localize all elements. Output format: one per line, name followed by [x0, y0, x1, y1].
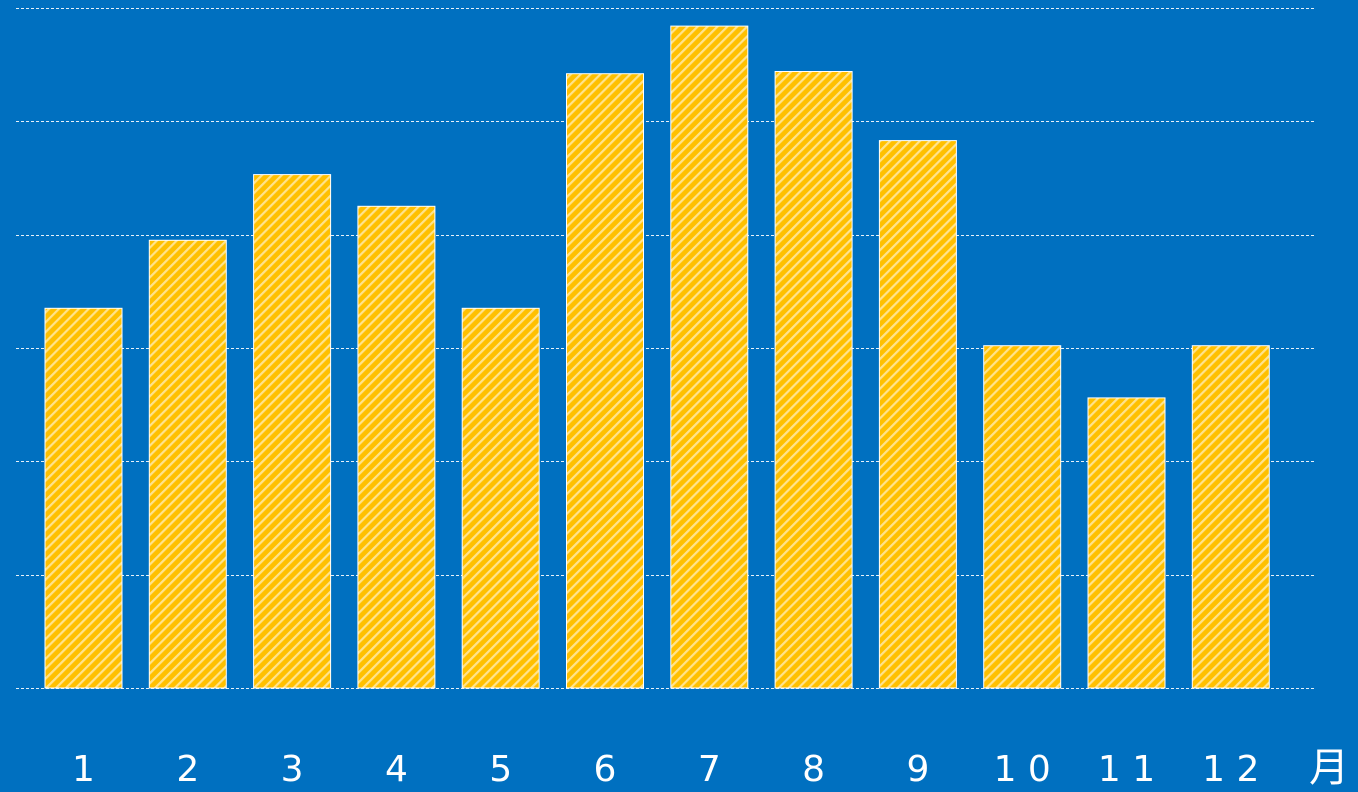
x-tick-label-1: 1	[72, 749, 95, 790]
bar-8	[774, 71, 853, 689]
bar-6	[566, 73, 644, 689]
bar-10	[983, 345, 1062, 689]
gridlines	[16, 8, 1316, 689]
bar-11	[1087, 397, 1166, 689]
x-tick-label-11: 1 1	[1098, 749, 1155, 790]
bar-1	[44, 307, 123, 689]
x-tick-label-7: 7	[698, 749, 721, 790]
x-axis-unit-label: 月	[1309, 745, 1349, 791]
x-axis-tick-labels: 1 2 3 4 5 6 7 8 9 1 0 1 1 1 2	[72, 749, 1259, 790]
x-tick-label-4: 4	[385, 749, 408, 790]
bar-9	[878, 140, 957, 689]
bar-5	[461, 307, 540, 689]
bar-12	[1191, 345, 1270, 689]
bar-3	[253, 174, 332, 689]
x-tick-label-5: 5	[489, 749, 512, 790]
x-tick-label-8: 8	[802, 749, 825, 790]
x-tick-label-9: 9	[906, 749, 929, 790]
x-tick-label-12: 1 2	[1202, 749, 1259, 790]
x-tick-label-2: 2	[176, 749, 199, 790]
bar-2	[148, 239, 227, 689]
bars	[44, 25, 1270, 689]
x-tick-label-10: 1 0	[994, 749, 1051, 790]
bar-7	[670, 25, 749, 689]
bar-4	[357, 205, 436, 689]
x-tick-label-3: 3	[281, 749, 304, 790]
x-tick-label-6: 6	[594, 749, 617, 790]
